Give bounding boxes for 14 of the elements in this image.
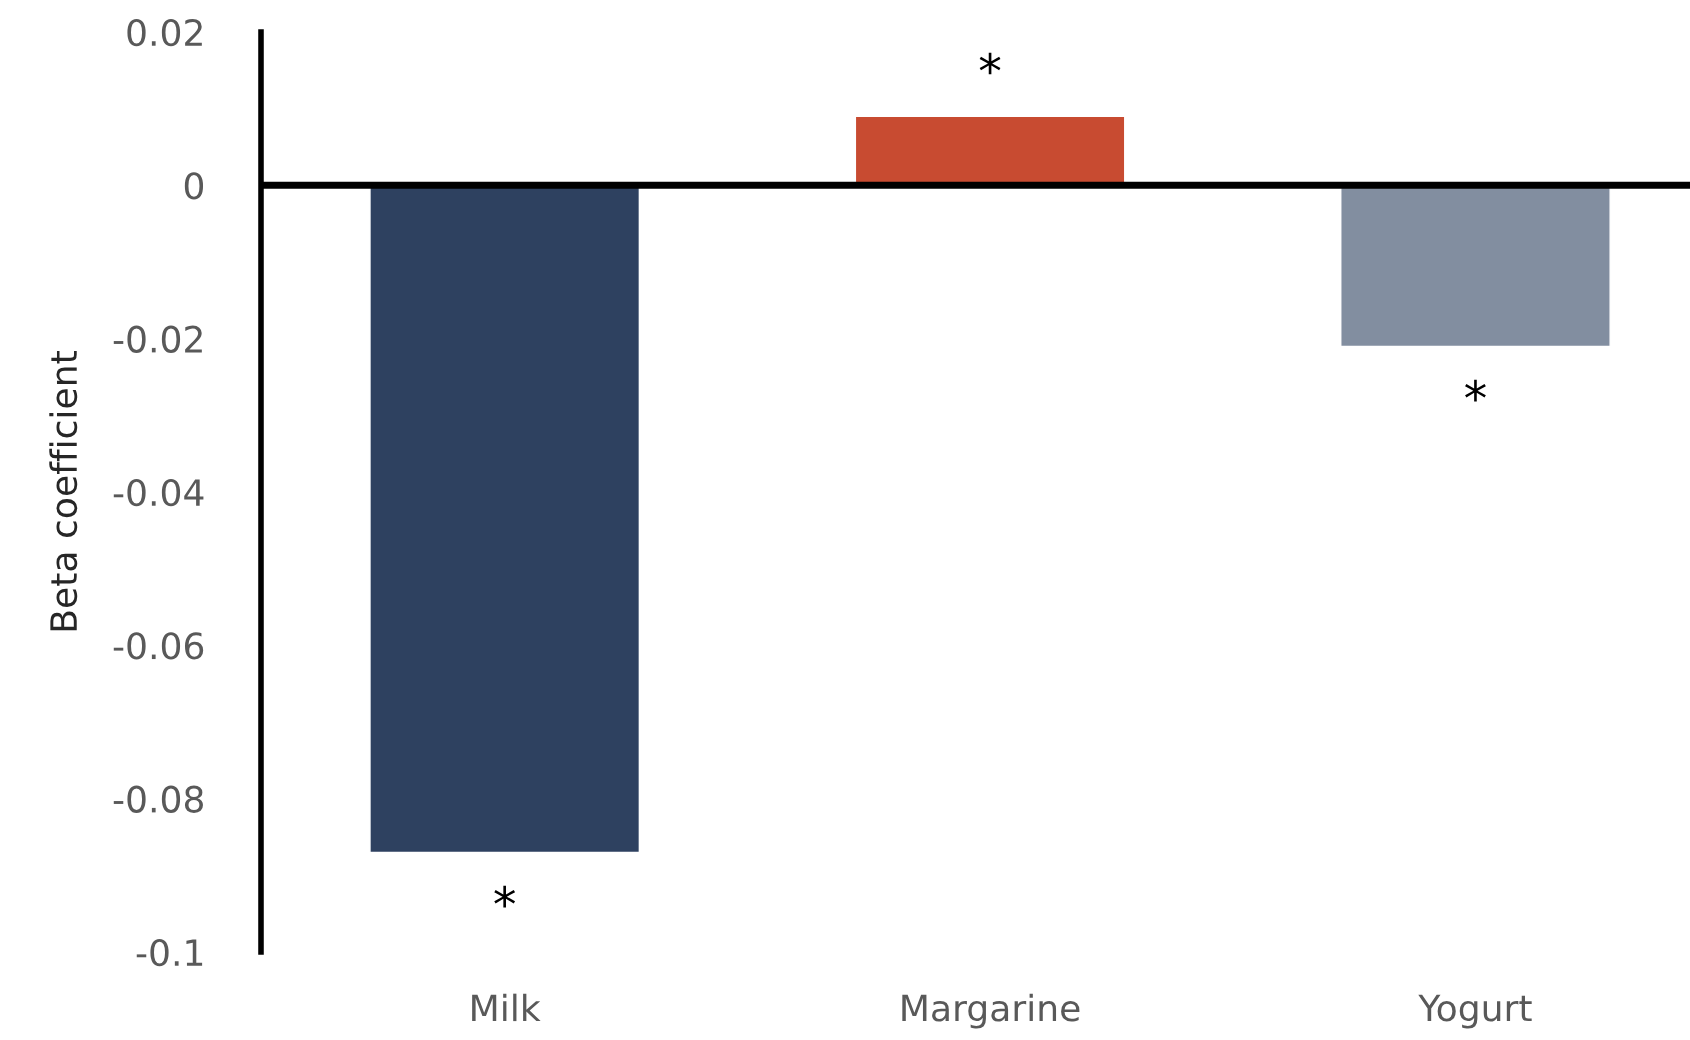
- y-tick-label: -0.1: [136, 938, 203, 967]
- data-label: *: [1465, 379, 1486, 402]
- x-tick-label: Milk: [472, 993, 541, 1022]
- data-label: *: [494, 885, 516, 908]
- y-tick-label: 0.02: [127, 18, 202, 47]
- data-label: *: [979, 52, 1001, 75]
- y-tick-label: -0.02: [113, 325, 202, 353]
- y-tick-label: 0: [184, 172, 204, 200]
- x-tick-label: Yogurt: [1418, 994, 1532, 1029]
- x-tick-label: Margarine: [902, 993, 1080, 1029]
- y-axis-title: Beta coefficient: [49, 351, 78, 631]
- y-tick-label: -0.04: [113, 478, 204, 507]
- y-tick-label: -0.08: [113, 785, 203, 813]
- y-tick-label: -0.06: [113, 632, 204, 660]
